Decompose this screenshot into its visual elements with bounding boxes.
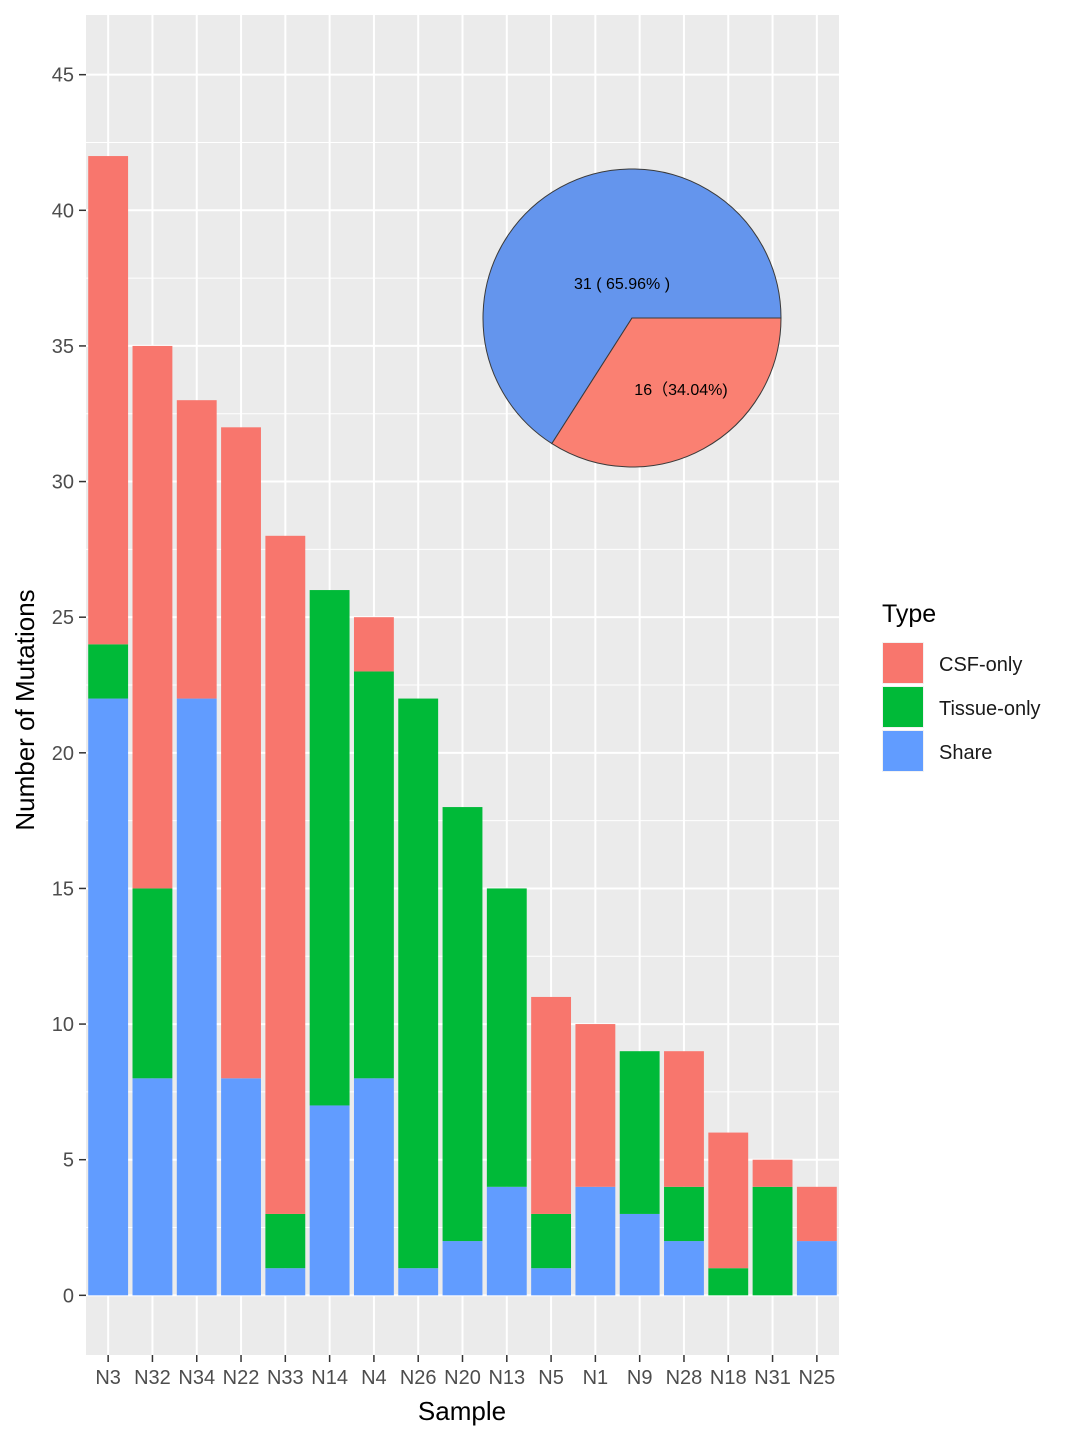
x-tick-label: N5 bbox=[538, 1367, 564, 1389]
bar-share-n20 bbox=[442, 1241, 483, 1296]
bar-csf-only-n18 bbox=[708, 1132, 749, 1269]
x-tick-label: N31 bbox=[754, 1367, 791, 1389]
bar-share-n33 bbox=[265, 1268, 306, 1296]
bar-csf-only-n33 bbox=[265, 535, 306, 1214]
x-tick-label: N32 bbox=[134, 1367, 171, 1389]
y-tick-label: 5 bbox=[63, 1150, 74, 1172]
bar-share-n3 bbox=[88, 698, 129, 1296]
bar-tissue-only-n3 bbox=[88, 644, 129, 699]
x-tick-label: N9 bbox=[627, 1367, 653, 1389]
bar-csf-only-n4 bbox=[353, 617, 394, 672]
bar-share-n25 bbox=[796, 1241, 837, 1296]
bar-tissue-only-n32 bbox=[132, 888, 173, 1079]
x-tick-label: N13 bbox=[488, 1367, 525, 1389]
legend-title: Type bbox=[882, 600, 936, 628]
bar-tissue-only-n33 bbox=[265, 1213, 306, 1269]
bar-csf-only-n25 bbox=[796, 1186, 837, 1242]
bar-csf-only-n3 bbox=[88, 156, 129, 645]
x-tick-label: N25 bbox=[799, 1367, 836, 1389]
bar-tissue-only-n28 bbox=[664, 1186, 704, 1242]
legend-label: Share bbox=[939, 742, 992, 764]
x-tick-label: N33 bbox=[267, 1367, 304, 1389]
bar-share-n13 bbox=[486, 1186, 527, 1296]
legend-label: CSF-only bbox=[939, 654, 1022, 676]
legend: Type CSF-only Tissue-only Share bbox=[882, 600, 1041, 772]
inset-pie-chart: 31 ( 65.96% ) 16（34.04%) bbox=[482, 168, 782, 468]
y-tick-label: 15 bbox=[52, 878, 74, 900]
bar-share-n1 bbox=[575, 1186, 616, 1296]
pie-label-share: 31 ( 65.96% ) bbox=[574, 276, 670, 293]
bar-tissue-only-n13 bbox=[486, 888, 527, 1187]
bar-share-n5 bbox=[531, 1268, 572, 1296]
x-tick-label: N22 bbox=[223, 1367, 260, 1389]
bar-csf-only-n32 bbox=[132, 345, 173, 889]
bar-csf-only-n31 bbox=[752, 1159, 793, 1187]
bar-tissue-only-n20 bbox=[442, 807, 483, 1242]
y-tick-label: 20 bbox=[52, 743, 74, 765]
y-tick-label: 30 bbox=[52, 472, 74, 494]
bar-tissue-only-n9 bbox=[619, 1051, 660, 1214]
bar-share-n34 bbox=[176, 698, 217, 1296]
bars-group bbox=[88, 156, 837, 1296]
bar-share-n22 bbox=[221, 1078, 261, 1296]
bar-share-n14 bbox=[309, 1105, 350, 1296]
bar-tissue-only-n5 bbox=[531, 1213, 572, 1269]
y-axis-title: Number of Mutations bbox=[10, 589, 40, 830]
x-tick-label: N34 bbox=[178, 1367, 215, 1389]
x-tick-label: N14 bbox=[311, 1367, 348, 1389]
y-axis: 0 5 10 15 20 25 30 35 40 45 bbox=[52, 65, 86, 1307]
x-tick-label: N4 bbox=[361, 1367, 387, 1389]
pie-label-csf-only: 16（34.04%) bbox=[634, 381, 727, 399]
y-tick-label: 40 bbox=[52, 200, 74, 222]
legend-swatch-csf-only bbox=[883, 643, 923, 683]
legend-swatch-share bbox=[883, 731, 923, 771]
bar-share-n26 bbox=[398, 1268, 439, 1296]
pie-slice-share bbox=[482, 168, 782, 445]
bar-share-n9 bbox=[619, 1213, 660, 1296]
x-tick-label: N18 bbox=[710, 1367, 747, 1389]
x-tick-label: N1 bbox=[583, 1367, 609, 1389]
x-tick-label: N28 bbox=[666, 1367, 703, 1389]
bar-csf-only-n28 bbox=[664, 1051, 704, 1187]
bar-csf-only-n34 bbox=[176, 400, 217, 699]
bar-tissue-only-n4 bbox=[353, 671, 394, 1079]
bar-csf-only-n5 bbox=[531, 996, 572, 1214]
bar-tissue-only-n14 bbox=[309, 590, 350, 1106]
x-tick-label: N20 bbox=[444, 1367, 481, 1389]
bar-csf-only-n1 bbox=[575, 1024, 616, 1187]
y-tick-label: 35 bbox=[52, 336, 74, 358]
bar-tissue-only-n31 bbox=[752, 1186, 793, 1296]
x-tick-label: N3 bbox=[95, 1367, 121, 1389]
x-tick-label: N26 bbox=[400, 1367, 437, 1389]
bar-csf-only-n22 bbox=[221, 427, 261, 1079]
y-tick-label: 25 bbox=[52, 607, 74, 629]
x-axis: N3 N32 N34 N22 N33 N14 N4 N26 N20 N13 N5 N1 N9 N28 N18… bbox=[95, 1355, 835, 1389]
bar-tissue-only-n18 bbox=[708, 1268, 749, 1296]
bar-share-n32 bbox=[132, 1078, 173, 1296]
pie-slice-csf-only bbox=[551, 317, 782, 468]
bar-tissue-only-n26 bbox=[398, 698, 439, 1269]
y-tick-label: 10 bbox=[52, 1014, 74, 1036]
bar-share-n4 bbox=[353, 1078, 394, 1296]
y-tick-label: 0 bbox=[63, 1285, 74, 1307]
x-axis-title: Sample bbox=[418, 1396, 506, 1426]
legend-swatch-tissue-only bbox=[883, 687, 923, 727]
y-tick-label: 45 bbox=[52, 65, 74, 87]
bar-share-n28 bbox=[664, 1241, 704, 1296]
legend-label: Tissue-only bbox=[939, 698, 1041, 720]
